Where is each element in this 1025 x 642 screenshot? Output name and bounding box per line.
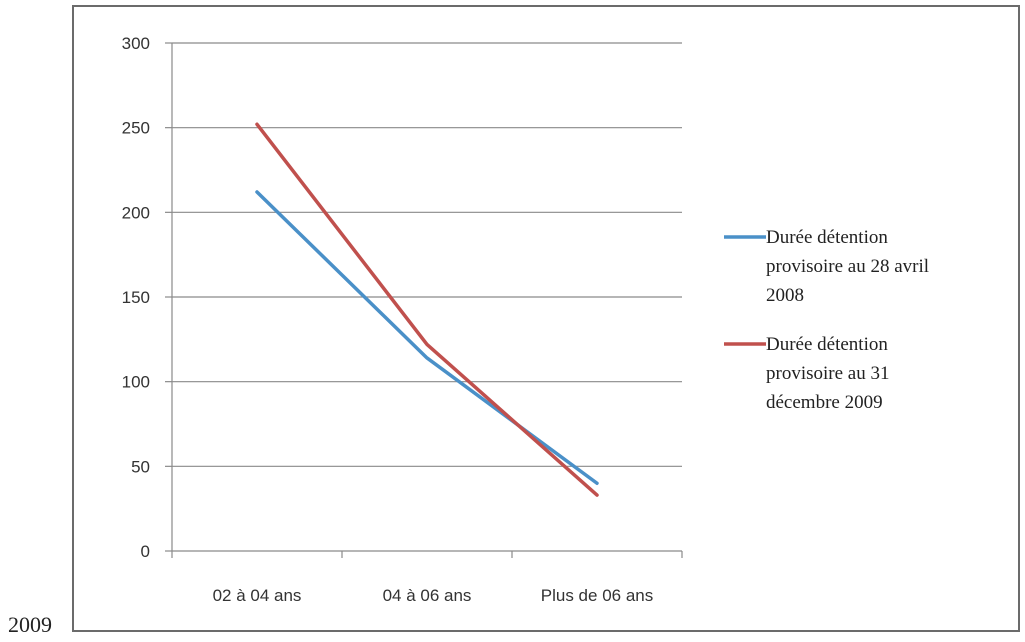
legend-label: provisoire au 31 (766, 363, 889, 384)
y-tick-label: 300 (122, 34, 150, 53)
legend: Durée détention provisoire au 28 avril 200… (724, 227, 929, 413)
legend-label: 2008 (766, 285, 804, 306)
x-tick-label: Plus de 06 ans (541, 586, 653, 605)
legend-label: provisoire au 28 avril (766, 256, 929, 277)
y-tick-label: 50 (131, 457, 150, 476)
series-line (255, 122, 599, 497)
y-tick-label: 200 (122, 203, 150, 222)
series-lines (255, 122, 599, 497)
y-tick-label: 100 (122, 373, 150, 392)
legend-label: Durée détention (766, 334, 888, 355)
chart-frame: 0 50 100 150 200 250 300 02 à 04 ans 04 à 06 an… (72, 5, 1020, 632)
y-tick-labels: 0 50 100 150 200 250 300 (122, 34, 150, 561)
y-tick-label: 150 (122, 288, 150, 307)
legend-label: décembre 2009 (766, 392, 883, 413)
x-tick-labels: 02 à 04 ans 04 à 06 ans Plus de 06 ans (213, 586, 654, 605)
x-tick-label: 04 à 06 ans (383, 586, 472, 605)
axes (165, 42, 683, 558)
series-line (255, 190, 599, 486)
page-label: 2009 (8, 612, 52, 637)
legend-label: Durée détention (766, 227, 888, 248)
x-tick-label: 02 à 04 ans (213, 586, 302, 605)
y-tick-label: 0 (141, 542, 150, 561)
line-chart: 0 50 100 150 200 250 300 02 à 04 ans 04 à 06 an… (122, 34, 929, 605)
y-tick-label: 250 (122, 119, 150, 138)
grid-lines (172, 42, 682, 467)
